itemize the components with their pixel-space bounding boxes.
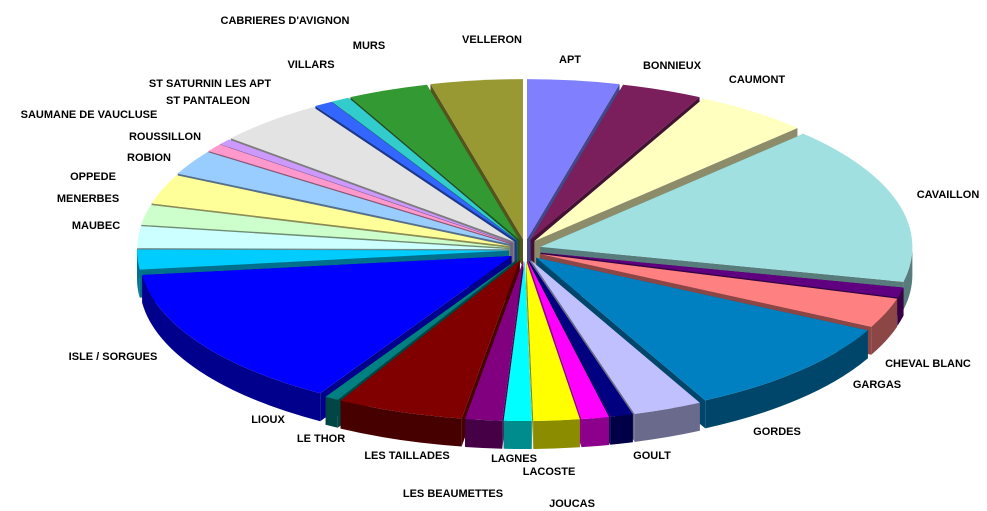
slice-label: LAGNES [491,453,537,465]
slice [527,79,620,240]
slice-label: LES BEAUMETTES [403,488,503,500]
slice [177,151,512,245]
slice [137,249,510,270]
slice [230,107,515,242]
slice [540,133,913,282]
slice-label: ISLE / SORGUES [69,351,158,363]
slice-label: JOUCAS [549,498,595,510]
slice-side [871,298,898,355]
slice-label: VELLERON [462,34,522,46]
slice [536,257,868,401]
slice-label: MENERBES [57,193,119,205]
slice [527,260,610,420]
slice-label: SAUMANE DE VAUCLUSE [21,109,158,121]
slice [528,260,633,417]
slice [142,255,512,394]
slice-side [581,416,610,448]
slice [540,252,904,298]
slice [340,260,520,419]
slice-label: LE THOR [297,433,345,445]
slice [430,79,523,240]
slice-label: MURS [353,40,385,52]
slice-label: CAUMONT [729,74,785,86]
slice-label: OPPEDE [70,171,116,183]
slice-side [340,400,462,447]
slice [465,260,524,421]
slice [503,261,532,422]
slice-label: LACOSTE [523,466,576,478]
slice-label: LES TAILLADES [364,450,449,462]
slice [137,226,510,250]
slice [534,98,798,242]
slice-label: LIOUX [251,414,285,426]
slice [208,144,513,244]
slice [539,254,898,327]
slice-side [137,250,140,298]
slice-side [610,414,633,445]
slice-side [465,418,503,449]
slice-label: ROBION [127,152,171,164]
slice-label: CHEVAL BLANC [885,358,971,370]
slice [220,139,513,244]
slice-side [897,287,904,326]
slice-side [634,402,700,442]
slice-label: GARGAS [853,379,901,391]
slice-wall [526,260,534,449]
slice-label: ST PANTALEON [166,95,250,107]
slice-side [705,330,868,429]
slice [332,97,518,241]
slice [530,84,700,240]
slice-label: APT [559,54,581,66]
slice-label: ST SATURNIN LES APT [149,78,272,90]
slice-label: VILLARS [287,59,334,71]
slice-side [142,275,321,422]
slice [530,260,700,414]
slice [526,260,580,421]
slice-label: CAVAILLON [917,189,980,201]
slice-label: GOULT [633,450,671,462]
slice-side [503,420,532,450]
slice [325,259,518,400]
slice [151,175,511,247]
slice-label: GORDES [753,426,801,438]
slice [315,101,517,241]
slice-label: CABRIERES D'AVIGNON [221,15,350,27]
slice [141,205,510,248]
slice-side [325,396,338,428]
slice [350,84,520,240]
slice-label: MAUBEC [72,220,120,232]
slice-side [903,246,913,310]
slice-label: BONNIEUX [643,60,702,72]
slice-side [533,419,580,449]
slice-label: ROUSSILLON [129,131,201,143]
